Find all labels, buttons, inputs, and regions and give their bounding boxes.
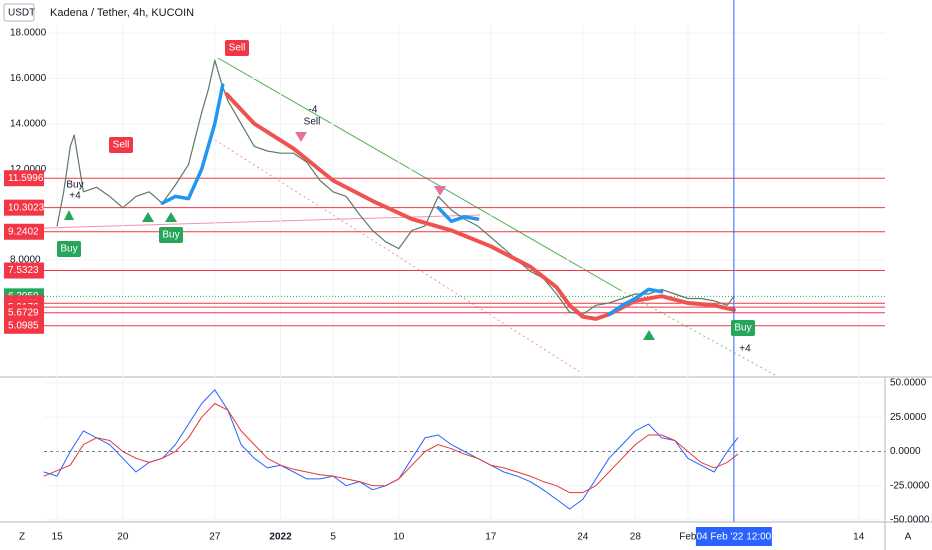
signal-label: Buy	[66, 180, 83, 191]
x-tick-label: 27	[209, 532, 221, 543]
signal-badge	[225, 40, 249, 56]
crosshair-label: 04 Feb '22 12:00	[697, 532, 772, 543]
level-badge	[4, 199, 44, 216]
signal-label: Sell	[113, 140, 130, 151]
series-line	[160, 83, 664, 317]
series-line	[43, 403, 739, 494]
series-line	[224, 92, 736, 321]
y2-tick-label: 0.0000	[890, 446, 921, 457]
level-label: 9.2402	[8, 226, 39, 237]
y-tick-label: 16.0000	[10, 73, 47, 84]
signal-label: +4	[739, 344, 751, 355]
x-tick-label: 5	[330, 532, 336, 543]
level-badge	[4, 262, 44, 279]
chart-title: Kadena / Tether, 4h, KUCOIN	[50, 7, 194, 19]
currency: USDT	[8, 8, 35, 19]
buy-arrow	[64, 210, 74, 220]
signal-label: Buy	[162, 230, 179, 241]
y-tick-label: 18.0000	[10, 28, 47, 39]
y2-tick-label: 50.0000	[890, 378, 927, 389]
y2-tick-label: 25.0000	[890, 412, 927, 423]
buy-arrow	[643, 330, 655, 340]
buy-arrow	[165, 212, 177, 222]
level-label: 7.5323	[8, 265, 39, 276]
x-tick-label: 28	[630, 532, 642, 543]
y2-tick-label: -50.0000	[890, 515, 930, 526]
x-tick-label: 15	[52, 532, 64, 543]
signal-badge	[109, 137, 133, 153]
signal-badge	[159, 227, 183, 243]
level-badge	[4, 304, 44, 321]
sell-arrow	[295, 132, 307, 142]
x-tick-label: 2022	[269, 532, 292, 543]
series-line	[56, 59, 735, 315]
trendline	[217, 57, 621, 291]
x-tick-label: 20	[117, 532, 129, 543]
signal-label: Sell	[304, 117, 321, 128]
corner-label: A	[905, 532, 912, 543]
x-tick-label: 24	[577, 532, 589, 543]
signal-badge	[731, 320, 755, 336]
signal-label: +4	[69, 191, 81, 202]
y-tick-label: 8.0000	[10, 255, 41, 266]
signal-label: Buy	[734, 323, 751, 334]
level-label: 11.5996	[8, 173, 44, 184]
level-badge	[4, 170, 44, 187]
level-label: 10.3023	[8, 202, 45, 213]
trendline	[214, 139, 581, 373]
x-tick-label: Feb	[679, 532, 697, 543]
y-tick-label: 12.0000	[10, 164, 47, 175]
level-badge	[4, 317, 44, 334]
level-label: 5.6729	[8, 307, 39, 318]
level-label: 5.0985	[8, 320, 39, 331]
currency-box	[3, 3, 35, 22]
signal-label: Buy	[60, 244, 77, 255]
sell-arrow	[434, 186, 446, 196]
x-tick-label: 14	[853, 532, 865, 543]
crosshair-badge	[695, 527, 772, 546]
signal-badge	[57, 241, 81, 257]
level-badge	[4, 223, 44, 240]
corner-label: Z	[19, 532, 25, 543]
y-tick-label: 14.0000	[10, 118, 47, 129]
x-tick-label: 10	[393, 532, 405, 543]
y2-tick-label: -25.0000	[890, 480, 930, 491]
signal-label: -4	[309, 105, 318, 116]
signal-label: Sell	[229, 43, 246, 54]
buy-arrow	[142, 212, 154, 222]
x-tick-label: 17	[485, 532, 497, 543]
